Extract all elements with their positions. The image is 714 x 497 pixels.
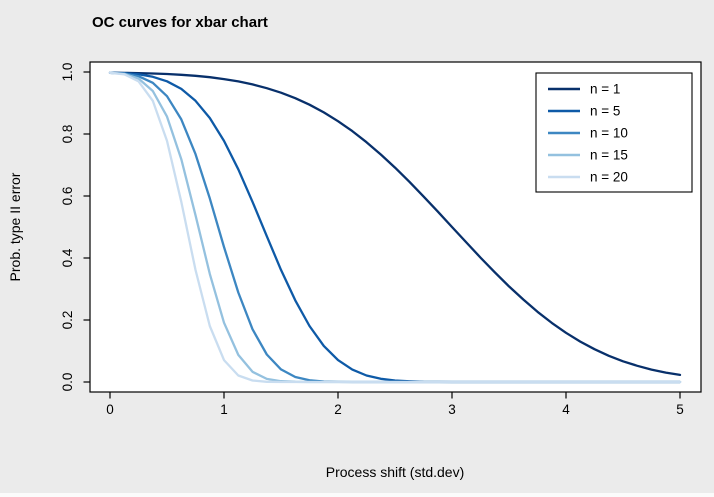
axes: 0 1 2 3 4 5 0.0 0.2 0.4 0.6 0.8 1.0	[60, 63, 684, 417]
legend-label: n = 15	[590, 148, 628, 163]
y-tick-label: 0.8	[60, 125, 75, 144]
x-tick-label: 3	[448, 402, 456, 417]
y-tick-label: 0.6	[60, 187, 75, 206]
legend-label: n = 5	[590, 104, 620, 119]
series-line	[108, 71, 682, 377]
x-tick-label: 0	[106, 402, 114, 417]
legend: n = 1 n = 5 n = 10 n = 15 n = 20	[535, 72, 693, 193]
y-tick-label: 0.0	[60, 373, 75, 392]
legend-label: n = 20	[590, 170, 628, 185]
x-tick-label: 5	[676, 402, 684, 417]
y-tick-label: 1.0	[60, 63, 75, 82]
legend-label: n = 1	[590, 82, 620, 97]
series-line	[108, 71, 682, 384]
x-axis-title: Process shift (std.dev)	[326, 464, 465, 480]
x-tick-label: 2	[334, 402, 342, 417]
x-tick-label: 1	[220, 402, 228, 417]
y-tick-label: 0.2	[60, 311, 75, 330]
legend-label: n = 10	[590, 126, 628, 141]
chart-title: OC curves for xbar chart	[92, 14, 268, 31]
y-tick-label: 0.4	[60, 248, 75, 267]
window-bottom-strip	[0, 493, 714, 497]
curves	[108, 71, 682, 384]
x-tick-label: 4	[562, 402, 570, 417]
y-axis-title: Prob. type II error	[7, 172, 23, 281]
